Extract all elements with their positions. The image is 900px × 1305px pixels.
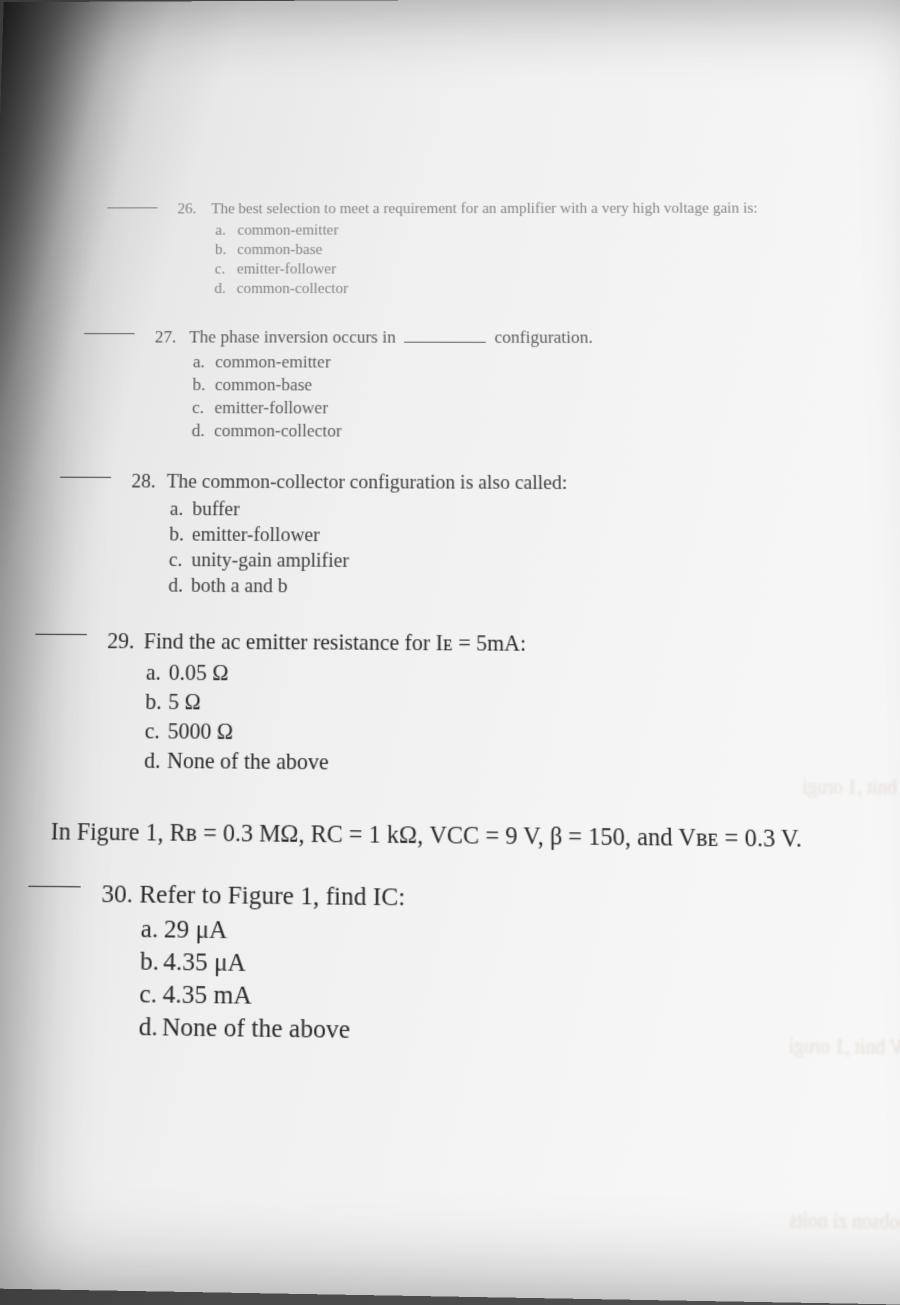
option-b: b.emitter-follower bbox=[169, 524, 879, 551]
question-number: 27. bbox=[155, 327, 186, 348]
options-list: a.29 μA b.4.35 μA c.4.35 mA d.None of th… bbox=[138, 915, 893, 1053]
option-a: a.buffer bbox=[170, 498, 878, 524]
question-number: 29. bbox=[107, 628, 139, 655]
option-d: d.both a and b bbox=[168, 575, 880, 602]
options-list: a.common-emitter b.common-base c.emitter… bbox=[214, 222, 871, 299]
question-stem: The best selection to meet a requirement… bbox=[211, 200, 758, 217]
question-number: 26. bbox=[177, 201, 207, 218]
question-26: 26. The best selection to meet a require… bbox=[176, 200, 872, 298]
option-c: c.emitter-follower bbox=[192, 398, 875, 420]
option-a: a.common-emitter bbox=[193, 352, 874, 374]
fill-in-blank bbox=[404, 342, 486, 343]
question-stem: Find the ac emitter resistance for Iᴇ = … bbox=[143, 628, 526, 656]
option-b: b.common-base bbox=[215, 241, 870, 259]
figure-parameters: In Figure 1, Rʙ = 0.3 MΩ, RC = 1 kΩ, VCC… bbox=[50, 817, 887, 854]
answer-blank bbox=[60, 477, 111, 478]
option-c: c.unity-gain amplifier bbox=[169, 549, 880, 576]
option-c: c.5000 Ω bbox=[144, 718, 884, 751]
option-d: d.common-collector bbox=[191, 420, 875, 443]
question-30: 30. Refer to Figure 1, find IC: a.29 μA … bbox=[98, 880, 893, 1053]
answer-blank bbox=[84, 333, 135, 334]
option-d: d.None of the above bbox=[144, 747, 886, 781]
textbook-page: 26. The best selection to meet a require… bbox=[0, 0, 900, 1305]
question-stem-after: configuration. bbox=[494, 327, 592, 347]
options-list: a.buffer b.emitter-follower c.unity-gain… bbox=[168, 498, 880, 602]
bleed-through-text: V bnit ,1 orugi bbox=[789, 1034, 900, 1060]
question-stem-before: The phase inversion occurs in bbox=[189, 327, 396, 347]
option-a: a.common-emitter bbox=[215, 222, 869, 240]
answer-blank bbox=[28, 886, 80, 888]
question-27: 27. The phase inversion occurs in config… bbox=[153, 327, 876, 443]
option-a: a.0.05 Ω bbox=[146, 659, 883, 691]
question-number: 28. bbox=[131, 471, 162, 494]
bleed-through-text: bobson zi noits bbox=[789, 1208, 900, 1235]
bleed-through-text: bnit ,1 orugi bbox=[801, 776, 896, 800]
option-b: b.5 Ω bbox=[145, 688, 884, 721]
option-d: d.common-collector bbox=[214, 281, 871, 299]
options-list: a.common-emitter b.common-base c.emitter… bbox=[191, 352, 875, 443]
option-d: d.None of the above bbox=[138, 1012, 893, 1053]
question-29: 29. Find the ac emitter resistance for I… bbox=[104, 628, 885, 781]
question-stem: The common-collector configuration is al… bbox=[166, 471, 567, 495]
options-list: a.0.05 Ω b.5 Ω c.5000 Ω d.None of the ab… bbox=[144, 659, 886, 781]
question-28: 28. The common-collector configuration i… bbox=[129, 471, 880, 602]
answer-blank bbox=[35, 634, 87, 635]
option-c: c.emitter-follower bbox=[215, 261, 871, 279]
question-stem: Refer to Figure 1, find IC: bbox=[139, 880, 405, 912]
answer-blank bbox=[107, 207, 157, 208]
question-number: 30. bbox=[101, 880, 133, 910]
option-b: b.common-base bbox=[192, 375, 874, 397]
